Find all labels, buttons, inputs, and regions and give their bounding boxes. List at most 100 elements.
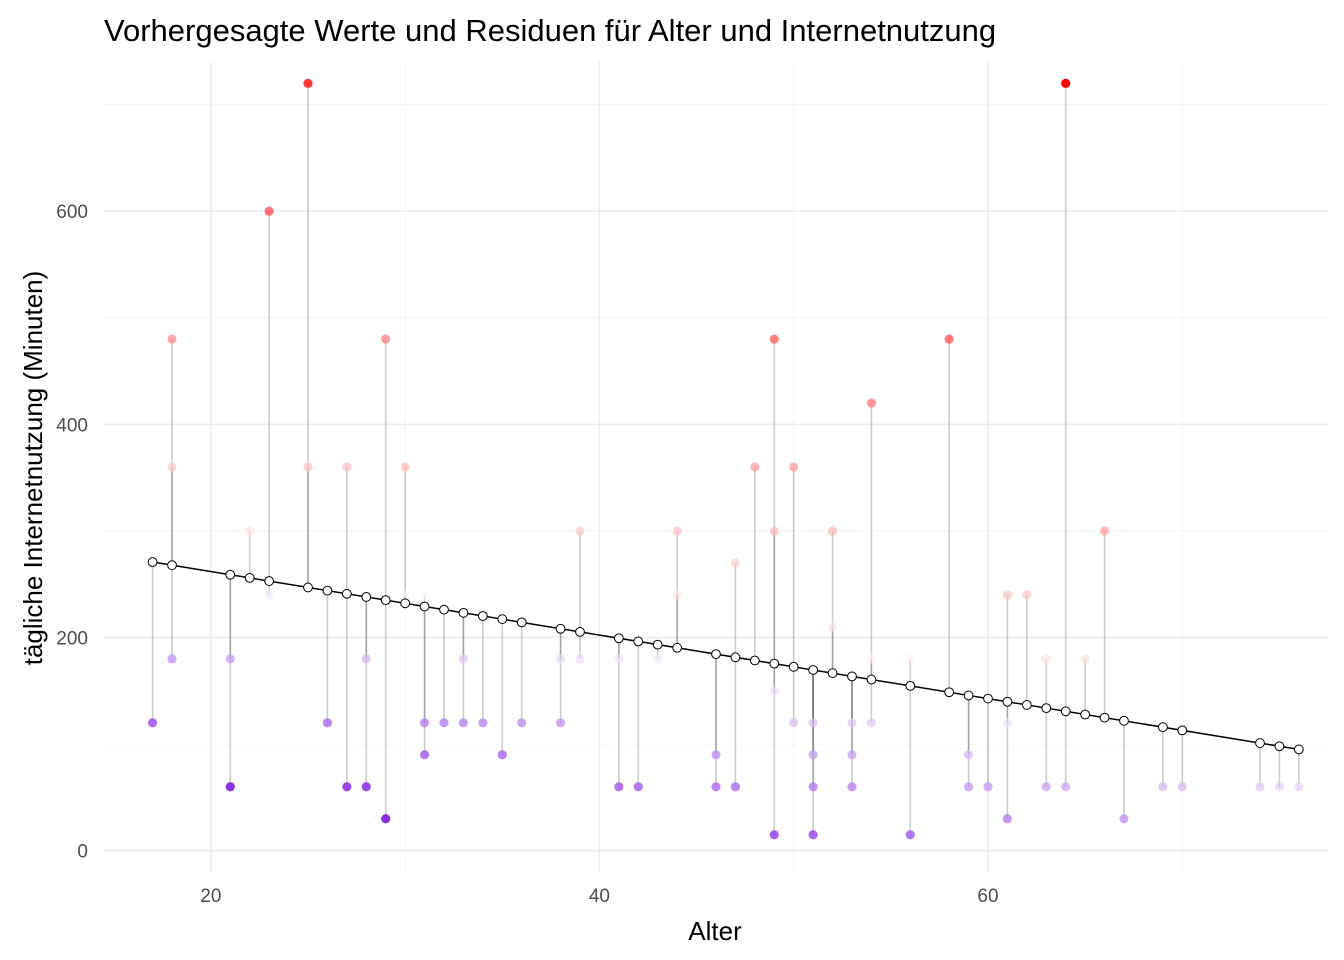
observed-point [1022,590,1032,600]
observed-point [614,782,624,792]
observed-point [419,750,430,760]
observed-point [419,590,430,600]
observed-point [303,462,313,472]
x-tick-label: 20 [200,886,221,907]
observed-point [944,334,954,344]
observed-point [167,654,177,664]
observed-point [575,526,585,536]
observed-point [827,622,838,632]
observed-point [672,526,682,536]
y-axis-title: tägliche Internetnutzung (Minuten) [18,271,48,666]
observed-point [711,782,721,792]
observed-point [769,686,779,696]
observed-point [167,462,177,472]
observed-point [983,782,993,792]
observed-point [1119,814,1129,824]
x-axis-ticks: 20 40 60 [200,886,998,907]
fitted-point [866,674,877,685]
observed-point [1002,590,1013,600]
observed-point [1061,78,1071,88]
observed-point [1080,654,1090,664]
fitted-point [1157,722,1168,733]
fitted-point [730,652,741,663]
fitted-point [439,604,449,615]
fitted-point [613,633,624,644]
observed-point [1002,718,1013,728]
observed-point [1002,814,1013,824]
fitted-point [1255,738,1265,748]
observed-point [1099,526,1110,536]
observed-point [1041,782,1051,792]
fitted-point [1293,744,1304,755]
fitted-points [147,557,1304,755]
observed-point [963,782,974,792]
fitted-point [633,636,644,647]
observed-point [963,750,974,760]
y-axis-ticks: 0 200 400 600 [56,202,88,862]
observed-point [789,718,799,728]
fitted-point [419,601,430,612]
observed-point [303,78,313,88]
chart-title: Vorhergesagte Werte und Residuen für Alt… [104,13,996,48]
fitted-point [769,658,780,669]
y-tick-label: 200 [56,629,88,650]
fitted-point [1177,725,1188,736]
observed-point [245,526,255,536]
observed-point [478,718,488,728]
fitted-point [147,557,158,567]
observed-point [827,526,838,536]
fitted-point [516,617,527,628]
fitted-point [322,585,333,596]
fitted-point [963,690,974,701]
fitted-point [788,661,799,672]
fitted-point [1002,696,1013,707]
observed-point [381,814,391,824]
fitted-point [711,649,721,660]
observed-point [711,750,721,760]
y-tick-label: 400 [56,415,88,436]
fitted-point [341,588,352,599]
observed-point [730,782,741,792]
observed-point [1294,782,1304,792]
minor-gridlines [104,62,1328,872]
observed-point [769,334,779,344]
observed-point [517,718,527,728]
observed-point [225,654,235,664]
fitted-point [458,607,469,618]
fitted-point [477,611,488,621]
observed-point [847,750,857,760]
observed-point [225,782,235,792]
fitted-point [827,668,838,679]
fitted-point [847,671,857,682]
x-axis-title: Alter [688,916,742,946]
observed-point [847,718,857,728]
y-tick-label: 0 [77,842,88,863]
fitted-point [264,576,275,586]
fitted-point [303,582,313,593]
fitted-point [808,665,819,675]
observed-point [361,782,371,792]
fitted-point [380,595,391,606]
x-tick-label: 40 [589,886,610,907]
observed-point [439,718,449,728]
observed-point [458,718,469,728]
fitted-point [555,623,566,634]
observed-point [750,462,760,472]
observed-points [147,78,1304,840]
observed-point [381,334,391,344]
observed-point [1274,782,1285,792]
fitted-point [1041,703,1052,714]
observed-point [672,590,682,600]
observed-point [264,590,274,600]
observed-point [905,830,915,840]
fitted-point [1274,741,1285,752]
observed-point [653,654,663,664]
observed-point [769,526,779,536]
observed-point [808,750,818,760]
observed-point [847,782,857,792]
x-tick-label: 60 [977,886,998,907]
observed-point [575,654,585,664]
observed-point [730,558,741,568]
